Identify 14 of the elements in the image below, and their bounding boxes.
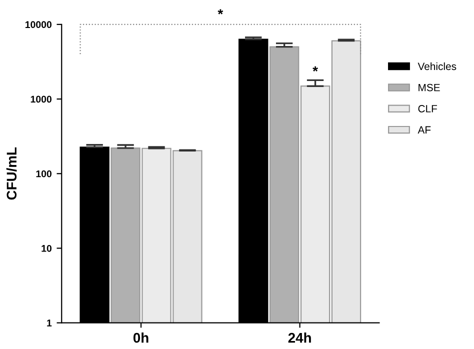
legend-label: Vehicles — [418, 62, 456, 70]
y-tick-label: 1 — [47, 320, 52, 326]
y-tick-label: 10 — [42, 244, 52, 252]
y-axis-title: CFU/mL — [6, 147, 17, 200]
y-tick-label: 10000 — [25, 21, 52, 28]
legend-label: CLF — [418, 105, 438, 112]
legend-label: AF — [418, 126, 431, 134]
text: * — [218, 9, 224, 14]
y-tick-label: 1000 — [30, 96, 52, 103]
y-tick-label: 100 — [36, 170, 52, 178]
x-tick-label: 0h — [133, 332, 148, 343]
x-tick-label: 24h — [288, 332, 311, 343]
legend-label: MSE — [418, 84, 440, 92]
annotation: * — [312, 66, 318, 72]
